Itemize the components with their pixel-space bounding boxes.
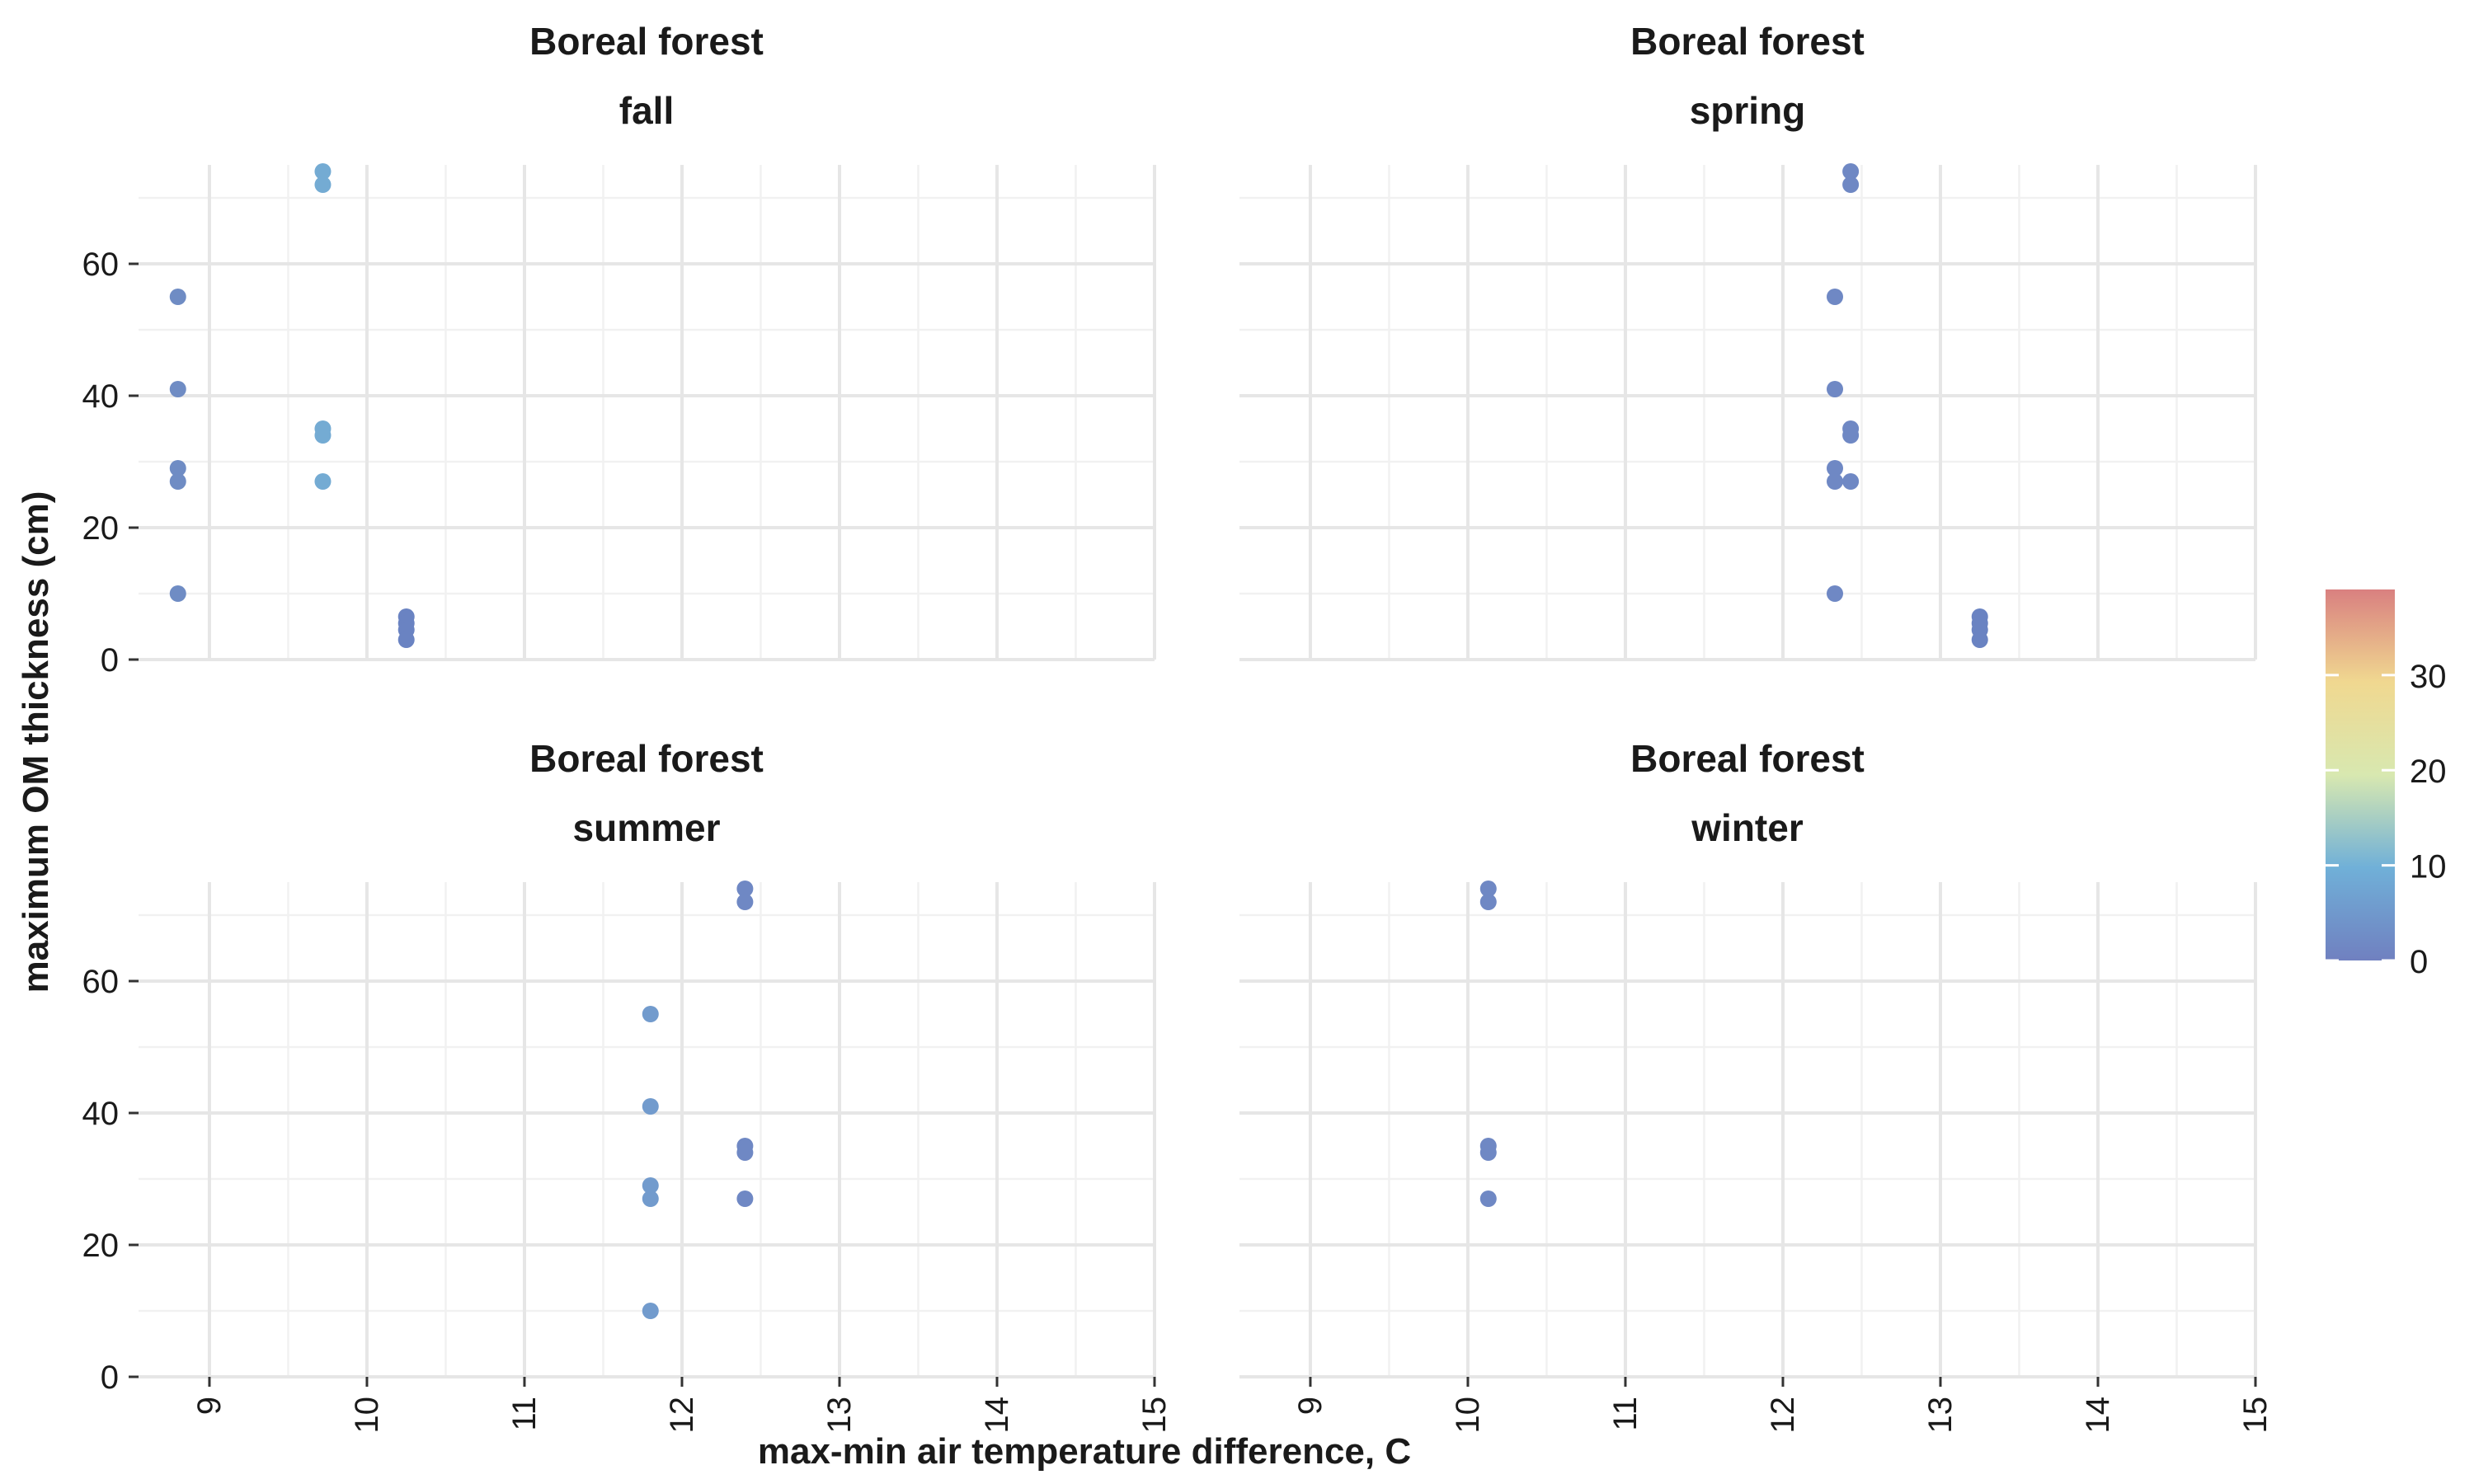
strip-label-top: Boreal forest [1630, 737, 1865, 780]
data-point [1827, 473, 1844, 490]
y-tick-label: 40 [82, 1096, 120, 1132]
data-point [1479, 1144, 1497, 1161]
x-tick-label: 11 [506, 1397, 543, 1431]
data-point [736, 881, 754, 897]
data-point [169, 289, 186, 305]
colorbar-tick-label: 10 [2410, 849, 2447, 885]
strip-label-top: Boreal forest [529, 737, 764, 780]
x-tick-label: 9 [1292, 1397, 1329, 1415]
data-point [1479, 894, 1497, 910]
panel-summer: Boreal forest summer 0 20 40 60 9 10 11 12 13 14 15 [82, 737, 1174, 1434]
data-point [1827, 289, 1844, 305]
colorbar-tick-label: 30 [2410, 659, 2447, 695]
data-point [1827, 460, 1844, 477]
data-point [169, 381, 186, 397]
data-point [1842, 163, 1860, 180]
data-point [642, 1177, 659, 1194]
x-tick-label: 15 [2237, 1397, 2274, 1434]
data-point [1842, 473, 1860, 490]
y-tick-label: 0 [101, 642, 119, 679]
x-tick-label: 15 [1136, 1397, 1173, 1434]
data-point [314, 473, 332, 490]
colorbar-tick-label: 0 [2410, 944, 2428, 980]
strip-label-bottom: fall [619, 89, 674, 132]
data-point [736, 894, 754, 910]
data-point [314, 427, 332, 444]
chart-panels: Boreal forest fall 0 20 40 60 Boreal forest spr… [82, 20, 2274, 1434]
panel-fall: Boreal forest fall 0 20 40 60 [82, 20, 1156, 679]
data-point [1827, 585, 1844, 602]
strip-label-top: Boreal forest [1630, 20, 1865, 63]
x-tick-label: 10 [1450, 1397, 1486, 1434]
data-point [397, 632, 415, 648]
strip-label-bottom: winter [1691, 806, 1804, 849]
y-tick-label: 40 [82, 378, 120, 415]
x-tick-label: 9 [191, 1397, 228, 1415]
data-point [642, 1190, 659, 1207]
data-point [1842, 176, 1860, 193]
colorbar-gradient [2326, 589, 2395, 960]
data-point [736, 1144, 754, 1161]
y-axis-title: maximum OM thickness (cm) [16, 491, 56, 993]
data-point [642, 1098, 659, 1115]
y-tick-label: 60 [82, 247, 120, 283]
data-point [642, 1006, 659, 1022]
data-point [736, 1190, 754, 1207]
x-tick-label: 13 [1922, 1397, 1959, 1434]
data-point [169, 473, 186, 490]
data-point [1827, 381, 1844, 397]
x-tick-label: 14 [979, 1397, 1015, 1434]
data-point [1842, 427, 1860, 444]
y-tick-label: 20 [82, 1228, 120, 1264]
data-point [1971, 632, 1988, 648]
y-tick-label: 20 [82, 510, 120, 547]
x-tick-label: 11 [1607, 1397, 1644, 1431]
x-tick-label: 10 [349, 1397, 385, 1434]
data-point [642, 1303, 659, 1319]
x-tick-label: 12 [1765, 1397, 1801, 1434]
colorbar-legend: 0 10 20 30 [2326, 589, 2447, 980]
panel-winter: Boreal forest winter 9 10 11 12 13 14 15 [1239, 737, 2274, 1434]
data-point [169, 460, 186, 477]
data-point [314, 176, 332, 193]
panel-spring: Boreal forest spring [1239, 20, 2257, 661]
strip-label-bottom: spring [1690, 89, 1806, 132]
x-tick-label: 12 [664, 1397, 700, 1434]
data-point [1479, 881, 1497, 897]
data-point [314, 163, 332, 180]
x-axis-title: max-min air temperature difference, C [758, 1431, 1411, 1472]
y-tick-label: 0 [101, 1360, 119, 1396]
colorbar-tick-label: 20 [2410, 754, 2447, 790]
y-tick-label: 60 [82, 964, 120, 1000]
data-point [169, 585, 186, 602]
data-point [1479, 1190, 1497, 1207]
x-tick-label: 13 [821, 1397, 858, 1434]
strip-label-bottom: summer [573, 806, 721, 849]
x-tick-label: 14 [2080, 1397, 2116, 1434]
strip-label-top: Boreal forest [529, 20, 764, 63]
